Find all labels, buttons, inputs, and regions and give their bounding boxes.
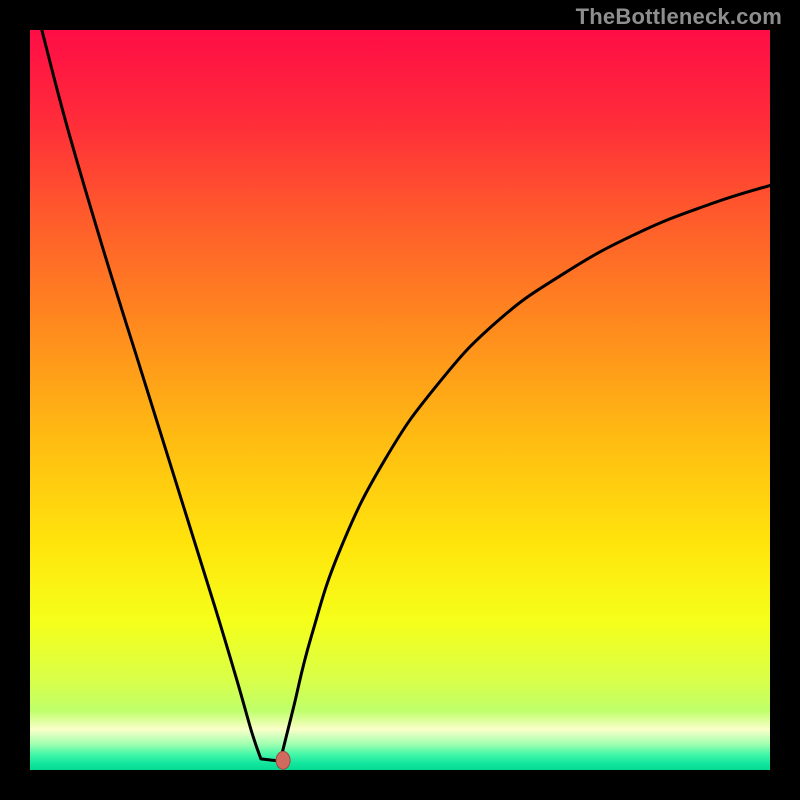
watermark-text: TheBottleneck.com	[576, 4, 782, 30]
chart-container: TheBottleneck.com	[0, 0, 800, 800]
gradient-background	[30, 30, 770, 770]
optimal-point-marker	[276, 751, 290, 769]
bottleneck-chart	[0, 0, 800, 800]
